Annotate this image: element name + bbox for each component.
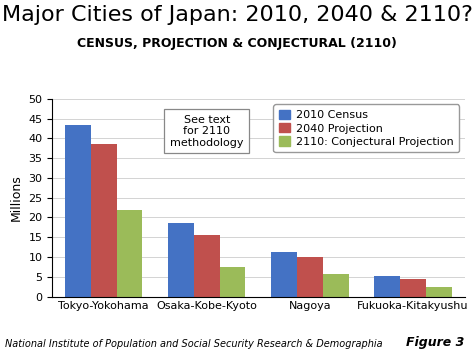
Text: National Institute of Population and Social Security Research & Demographia: National Institute of Population and Soc… (5, 340, 383, 349)
Bar (168, 223, 194, 297)
Bar (297, 257, 323, 297)
Bar (400, 279, 426, 297)
Bar (194, 235, 219, 297)
Y-axis label: Millions: Millions (10, 174, 23, 221)
Bar (271, 252, 297, 297)
Bar (374, 276, 400, 297)
Legend: 2010 Census, 2040 Projection, 2110: Conjectural Projection: 2010 Census, 2040 Projection, 2110: Conj… (273, 104, 459, 152)
Bar (91, 144, 117, 297)
Bar (117, 210, 142, 297)
Bar (219, 267, 246, 297)
Text: Major Cities of Japan: 2010, 2040 & 2110?: Major Cities of Japan: 2010, 2040 & 2110… (1, 5, 473, 25)
Text: CENSUS, PROJECTION & CONJECTURAL (2110): CENSUS, PROJECTION & CONJECTURAL (2110) (77, 37, 397, 50)
Text: See text
for 2110
methodology: See text for 2110 methodology (170, 115, 244, 148)
Bar (65, 125, 91, 297)
Bar (426, 287, 452, 297)
Bar (323, 274, 348, 297)
Text: Figure 3: Figure 3 (406, 336, 465, 349)
